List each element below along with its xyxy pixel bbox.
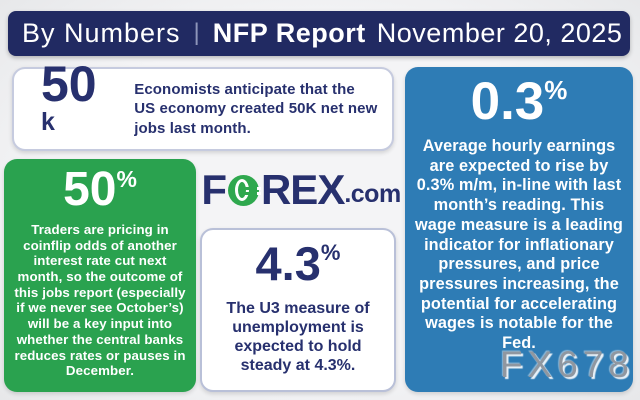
jobs-stat-number: 50 xyxy=(41,56,97,112)
rate-cut-stat-value: 50% xyxy=(13,166,187,214)
forex-o-tick xyxy=(256,186,261,190)
header-title: NFP Report xyxy=(212,18,366,48)
unemployment-stat-description: The U3 measure of unemployment is expect… xyxy=(226,300,370,374)
forex-logo-o-icon xyxy=(227,174,261,206)
unemployment-stat-card: 4.3% The U3 measure of unemployment is e… xyxy=(200,228,396,392)
rate-cut-stat-number: 50 xyxy=(63,163,117,216)
forex-o-dash xyxy=(241,191,255,195)
forex-logo-dotcom: .com xyxy=(344,179,401,208)
forex-logo-letters-rex: REX xyxy=(260,166,345,213)
jobs-stat-value: 50k xyxy=(41,59,108,159)
fx678-watermark: FX678 xyxy=(500,344,635,385)
jobs-stat-card: 50k Economists anticipate that the US ec… xyxy=(12,59,394,151)
forex-o-ring xyxy=(234,178,249,201)
jobs-stat-suffix: k xyxy=(41,108,55,136)
unemployment-stat-suffix: % xyxy=(320,240,341,265)
rate-cut-stat-card: 50% Traders are pricing in coinflip odds… xyxy=(4,159,196,392)
header-kicker: By Numbers xyxy=(22,18,181,48)
header-bar: By Numbers | NFP Report November 20, 202… xyxy=(8,11,630,56)
forex-o-dash xyxy=(241,186,255,190)
earnings-stat-card: 0.3% Average hourly earnings are expecte… xyxy=(405,67,633,392)
rate-cut-stat-suffix: % xyxy=(116,166,137,192)
header-separator: | xyxy=(193,18,200,46)
earnings-stat-description: Average hourly earnings are expected to … xyxy=(415,137,623,353)
jobs-stat-description: Economists anticipate that the US econom… xyxy=(134,81,378,137)
rate-cut-stat-description: Traders are pricing in coinflip odds of … xyxy=(14,222,186,379)
header-date: November 20, 2025 xyxy=(376,18,623,48)
earnings-stat-number: 0.3 xyxy=(470,72,545,131)
earnings-stat-value: 0.3% xyxy=(414,75,624,128)
earnings-stat-suffix: % xyxy=(544,75,568,105)
forex-logo-letter-f: F xyxy=(201,166,227,213)
unemployment-stat-value: 4.3% xyxy=(212,240,384,287)
forex-o-tick xyxy=(256,191,261,195)
unemployment-stat-number: 4.3 xyxy=(255,237,321,290)
forex-com-logo: F REX .com xyxy=(201,166,401,213)
